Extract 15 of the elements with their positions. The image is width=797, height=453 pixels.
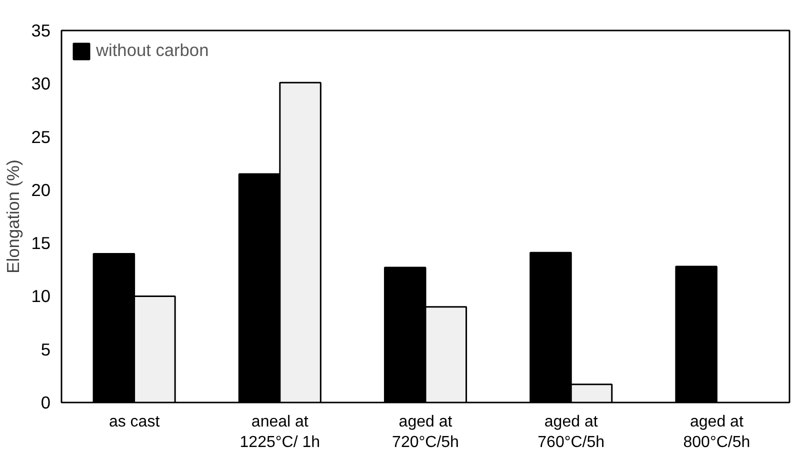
x-tick-label: aged at 760°C/5h xyxy=(538,414,605,451)
x-tick-label: aged at 720°C/5h xyxy=(392,414,459,451)
y-tick-label: 25 xyxy=(31,126,51,147)
y-tick-label: 5 xyxy=(40,339,51,360)
x-tick-label: aged at 800°C/5h xyxy=(683,414,750,451)
y-tick-label: 30 xyxy=(31,74,51,94)
y-tick-label: 0 xyxy=(40,392,51,412)
x-tick-label: aneal at 1225°C/ 1h xyxy=(240,414,320,451)
y-axis-title: Elongation (%) xyxy=(3,160,24,274)
y-tick-label: 20 xyxy=(31,180,51,200)
y-tick-label: 35 xyxy=(31,20,51,40)
y-tick-label: 15 xyxy=(31,233,51,254)
x-tick-label: as cast xyxy=(108,414,160,430)
legend-label: without carbon xyxy=(96,40,209,61)
y-tick-label: 10 xyxy=(31,286,51,306)
